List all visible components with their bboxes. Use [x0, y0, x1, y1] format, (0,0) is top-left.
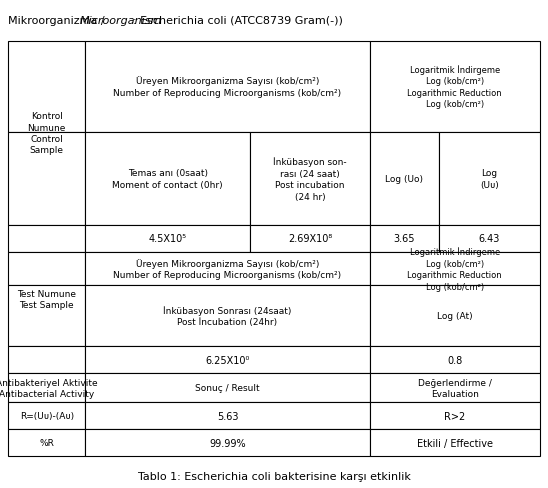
Bar	[85, 373, 370, 403]
Bar	[85, 225, 250, 252]
Bar	[85, 346, 370, 373]
Text: 3.65: 3.65	[393, 234, 415, 244]
Bar	[8, 252, 85, 285]
Text: %R: %R	[39, 438, 54, 447]
Text: Üreyen Mikroorganizma Sayısı (kob/cm²)
Number of Reproducing Microorganisms (kob: Üreyen Mikroorganizma Sayısı (kob/cm²) N…	[113, 77, 341, 98]
Text: Antibakteriyel Aktivite
Antibacterial Activity: Antibakteriyel Aktivite Antibacterial Ac…	[0, 378, 98, 398]
Bar	[85, 252, 370, 285]
Bar	[370, 133, 439, 225]
Text: Logaritmik İndirgeme
Log (kob/cm²)
Logarithmic Reduction
Log (kob/cm²): Logaritmik İndirgeme Log (kob/cm²) Logar…	[407, 247, 502, 291]
Text: R=(Uᴜ)-(Aᴜ): R=(Uᴜ)-(Aᴜ)	[20, 411, 74, 421]
Bar	[8, 285, 85, 346]
Text: Mikroorganizma /: Mikroorganizma /	[8, 16, 109, 25]
Text: 0.8: 0.8	[447, 355, 463, 365]
Text: Log (Uo): Log (Uo)	[385, 175, 423, 183]
Bar	[85, 285, 370, 346]
Bar	[370, 252, 540, 285]
Bar	[8, 346, 85, 373]
Text: Logaritmik İndirgeme
Log (kob/cm²)
Logarithmic Reduction
Log (kob/cm²): Logaritmik İndirgeme Log (kob/cm²) Logar…	[407, 65, 502, 109]
Text: 5.63: 5.63	[217, 411, 238, 421]
Bar	[370, 41, 540, 133]
Bar	[370, 346, 540, 373]
Text: : Escherichia coli (ATCC8739 Gram(-)): : Escherichia coli (ATCC8739 Gram(-))	[133, 16, 343, 25]
Text: Test Numune
Test Sample: Test Numune Test Sample	[17, 289, 76, 309]
Text: Microorganism: Microorganism	[79, 16, 162, 25]
Text: Kontrol
Numune
Control
Sample: Kontrol Numune Control Sample	[27, 112, 66, 155]
Bar	[370, 373, 540, 403]
Bar	[370, 403, 540, 429]
Bar	[370, 285, 540, 346]
Bar	[8, 403, 85, 429]
Bar	[439, 133, 540, 225]
Text: Sonuç / Result: Sonuç / Result	[195, 384, 260, 392]
Text: 99.99%: 99.99%	[209, 438, 246, 448]
Text: Tablo 1: Escherichia coli bakterisine karşı etkinlik: Tablo 1: Escherichia coli bakterisine ka…	[138, 471, 410, 481]
Bar	[8, 373, 85, 403]
Text: Değerlendirme /
Evaluation: Değerlendirme / Evaluation	[418, 378, 492, 398]
Text: 4.5X10⁵: 4.5X10⁵	[149, 234, 187, 244]
Text: Log
(Uᴜ): Log (Uᴜ)	[480, 169, 499, 189]
Bar	[85, 133, 250, 225]
Bar	[85, 429, 370, 456]
Text: İnkübasyon Sonrası (24saat)
Post İncubation (24hr): İnkübasyon Sonrası (24saat) Post İncubat…	[163, 305, 292, 326]
Text: Etkili / Effective: Etkili / Effective	[416, 438, 493, 448]
Bar	[8, 133, 85, 225]
Text: Üreyen Mikroorganizma Sayısı (kob/cm²)
Number of Reproducing Microorganisms (kob: Üreyen Mikroorganizma Sayısı (kob/cm²) N…	[113, 258, 341, 280]
Bar	[370, 429, 540, 456]
Text: İnkübasyon son-
rası (24 saat)
Post incubation
(24 hr): İnkübasyon son- rası (24 saat) Post incu…	[273, 157, 347, 201]
Bar	[8, 429, 85, 456]
Text: 6.43: 6.43	[478, 234, 500, 244]
Text: 2.69X10⁸: 2.69X10⁸	[288, 234, 332, 244]
Text: 6.25X10⁰: 6.25X10⁰	[206, 355, 250, 365]
Bar	[8, 225, 85, 252]
Text: Temas anı (0saat)
Moment of contact (0hr): Temas anı (0saat) Moment of contact (0hr…	[112, 169, 223, 189]
Bar	[250, 133, 370, 225]
Text: Log (At): Log (At)	[437, 311, 472, 321]
Bar	[439, 225, 540, 252]
Text: R>2: R>2	[444, 411, 465, 421]
Bar	[85, 41, 370, 133]
Bar	[8, 41, 85, 133]
Bar	[250, 225, 370, 252]
Bar	[85, 403, 370, 429]
Bar	[370, 225, 439, 252]
